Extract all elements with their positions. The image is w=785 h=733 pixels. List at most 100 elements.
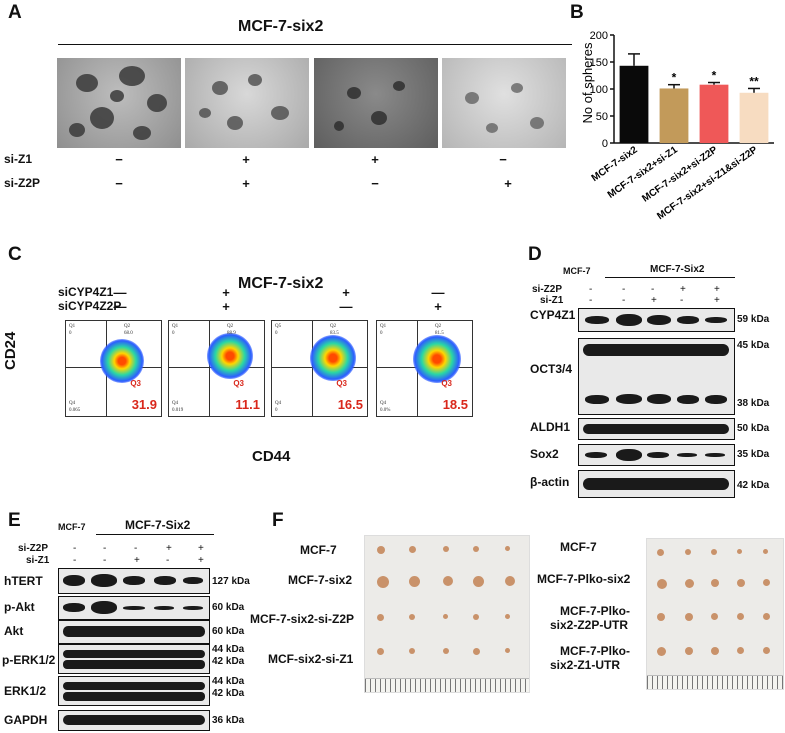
- blot-label: β-actin: [530, 475, 570, 489]
- panel-a-title: MCF-7-six2: [238, 18, 324, 35]
- y-tick-label: 100: [590, 84, 608, 96]
- panel-e-row2-label: si-Z1: [26, 555, 50, 566]
- western-blot-akt: [58, 620, 210, 644]
- panel-a-sign: +: [242, 176, 250, 191]
- tumor-row-label: MCF-7: [300, 543, 337, 557]
- western-blot-p-akt: [58, 596, 210, 620]
- flow-q3-value: 18.5: [442, 397, 468, 412]
- flow-y-label: CD24: [2, 331, 19, 370]
- blot-label: OCT3/4: [530, 362, 573, 376]
- sphere-micrograph-1: [57, 58, 181, 148]
- panel-a-sign: −: [115, 176, 123, 191]
- flow-plot-4: Q1 0 Q2 81.5 Q4 0.0% Q3 18.5: [376, 320, 473, 417]
- flow-plot-2: Q1 0 Q2 88.9 Q4 0.019 Q3 11.1: [168, 320, 265, 417]
- panel-e-header-group: MCF-7-Six2: [125, 518, 191, 532]
- panel-d-header-rule: [605, 277, 735, 278]
- bar: [619, 65, 649, 143]
- bar: [659, 88, 689, 143]
- western-blot-sox2: [578, 444, 735, 466]
- tumor-row-label: six2-Z1-UTR: [550, 658, 621, 672]
- sphere-micrograph-3: [314, 58, 438, 148]
- y-tick-label: 150: [590, 57, 608, 69]
- blot-label: p-Akt: [4, 600, 35, 614]
- blot-label: CYP4Z1: [530, 308, 576, 322]
- tumor-row-label: MCF-7-six2-si-Z2P: [250, 612, 355, 626]
- panel-c-sign: —: [431, 285, 445, 300]
- sphere-cluster-icon: [69, 66, 167, 140]
- significance-marker: **: [749, 74, 759, 88]
- panel-c-sign: —: [113, 299, 127, 314]
- panel-c-sign: +: [434, 299, 442, 314]
- blot-label: Akt: [4, 624, 24, 638]
- ruler-icon: [647, 675, 783, 689]
- tumor-row-label: MCF-7-six2: [288, 573, 353, 587]
- flow-q3-value: 11.1: [235, 397, 260, 412]
- western-blot-beta-actin: [578, 470, 735, 498]
- blot-label: ERK1/2: [4, 684, 47, 698]
- panel-d-header-group: MCF-7-Six2: [650, 264, 705, 275]
- blot-label: p-ERK1/2: [2, 653, 56, 667]
- tumor-row-label: MCF-7-Plko-: [560, 644, 630, 658]
- panel-a-sign: +: [504, 176, 512, 191]
- panel-a-title-rule: [58, 44, 572, 45]
- panel-d-letter: D: [528, 244, 542, 265]
- western-blot-p-erk: [58, 644, 210, 674]
- panel-a-sign: +: [242, 152, 250, 167]
- panel-e-letter: E: [8, 510, 21, 531]
- blot-label: GAPDH: [4, 713, 48, 727]
- tumor-row-label: six2-Z2P-UTR: [550, 618, 629, 632]
- western-blot-oct34: [578, 338, 735, 415]
- ruler-icon: [365, 678, 529, 692]
- panel-e-row1-label: si-Z2P: [18, 543, 49, 554]
- panel-e-header-rule: [96, 534, 214, 535]
- panel-a-letter: A: [8, 2, 22, 23]
- y-tick-label: 50: [596, 111, 608, 123]
- sphere-cluster-icon: [199, 74, 289, 130]
- panel-c-title: MCF-7-six2: [238, 275, 324, 292]
- panel-c-sign: +: [222, 285, 230, 300]
- tumor-row-label: MCF-7-Plko-: [560, 604, 630, 618]
- tumor-row-label: MCF-7: [560, 540, 597, 554]
- flow-q3-value: 16.5: [337, 397, 363, 412]
- blot-label: Sox2: [530, 447, 559, 461]
- tumor-tray-left: [364, 535, 530, 693]
- western-blot-aldh1: [578, 418, 735, 440]
- significance-marker: *: [672, 71, 677, 85]
- tumor-row-label: MCF-7-Plko-six2: [537, 572, 631, 586]
- panel-e-header-left: MCF-7: [58, 522, 86, 532]
- bar: [739, 92, 769, 143]
- flow-x-label: CD44: [252, 448, 291, 465]
- tumor-tray-right: [646, 538, 784, 690]
- sphere-cluster-icon: [334, 81, 405, 131]
- y-tick-label: 200: [590, 30, 608, 42]
- western-blot-erk: [58, 676, 210, 706]
- flow-q3-value: 31.9: [131, 397, 157, 412]
- significance-marker: *: [712, 69, 717, 83]
- panel-c-letter: C: [8, 244, 22, 265]
- panel-f-letter: F: [272, 510, 284, 531]
- flow-plot-1: Q1 0 Q2 68.0 Q4 0.065 Q3 31.9: [65, 320, 162, 417]
- panel-a-sign: −: [499, 152, 507, 167]
- panel-d-row2-label: si-Z1: [540, 295, 564, 306]
- panel-a-sign: +: [371, 152, 379, 167]
- panel-c-row1-label: siCYP4Z1: [58, 285, 114, 299]
- blot-label: ALDH1: [530, 420, 571, 434]
- flow-plot-3: Q5 0 Q2 83.5 Q4 0 Q3 16.5: [271, 320, 368, 417]
- blot-label: hTERT: [4, 574, 43, 588]
- panel-c-row2-label: siCYP4Z2P: [58, 299, 122, 313]
- panel-d-row1-label: si-Z2P: [532, 284, 563, 295]
- y-tick-label: 0: [602, 138, 608, 150]
- sphere-micrograph-2: [185, 58, 309, 148]
- panel-c-sign: —: [113, 285, 127, 300]
- panel-b-letter: B: [570, 2, 584, 23]
- panel-c-sign: +: [222, 299, 230, 314]
- sphere-count-chart: No of spheres 050100150200MCF-7-six2*MCF…: [580, 30, 774, 222]
- panel-a-row1-label: si-Z1: [4, 152, 33, 166]
- western-blot-htert: [58, 568, 210, 594]
- panel-c-sign: +: [342, 285, 350, 300]
- panel-c-sign: —: [339, 299, 353, 314]
- western-blot-cyp4z1: [578, 308, 735, 332]
- western-blot-gapdh: [58, 710, 210, 731]
- panel-d-header-left: MCF-7: [563, 266, 591, 276]
- panel-a-sign: −: [115, 152, 123, 167]
